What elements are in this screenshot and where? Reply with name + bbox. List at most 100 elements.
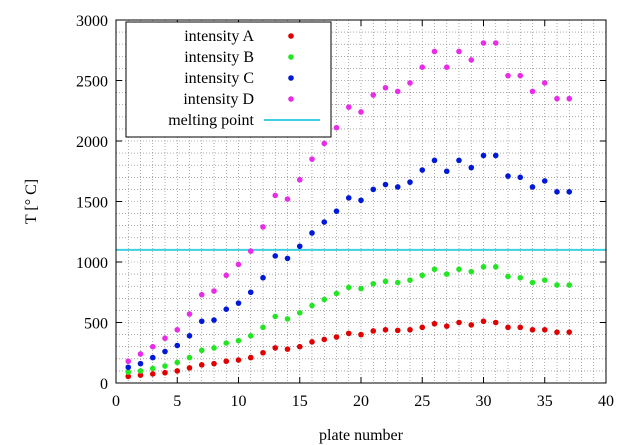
point-series-1-28 [468,268,475,275]
legend: intensity A intensity B intensity C intensi… [125,21,332,138]
point-series-1-24 [419,272,426,279]
point-series-3-24 [419,64,426,70]
point-series-2-13 [284,255,291,262]
point-series-2-7 [211,317,217,323]
point-series-0-26 [443,323,450,329]
point-series-0-30 [492,319,499,326]
point-series-0-28 [468,322,475,328]
point-series-2-30 [492,152,499,159]
point-series-3-20 [370,92,377,98]
point-series-2-8 [223,306,230,312]
point-series-2-23 [407,179,413,185]
point-series-1-1 [137,368,144,374]
point-series-3-4 [174,326,181,333]
point-series-0-4 [174,368,181,374]
point-series-1-3 [162,363,168,369]
point-series-0-35 [554,329,560,335]
y-tick-label-3000: 3000 [76,13,108,30]
point-series-3-27 [456,48,462,55]
point-series-1-25 [431,266,438,273]
point-series-3-31 [505,72,511,79]
x-tick-label-30: 30 [476,393,492,410]
point-series-1-6 [198,347,205,354]
point-series-2-6 [198,318,205,325]
point-series-1-11 [260,324,266,331]
legend-label-0: intensity A [184,28,254,45]
point-series-2-12 [272,253,279,259]
y-axis-label: T [° C] [23,179,40,224]
legend-label-1: intensity B [184,49,254,66]
point-series-1-27 [456,266,462,273]
point-series-0-22 [394,327,401,334]
point-series-1-15 [309,302,315,309]
point-series-2-19 [358,197,364,204]
point-series-1-31 [505,273,511,280]
point-series-0-27 [456,319,462,326]
point-series-3-6 [198,291,205,298]
point-series-1-19 [358,285,364,292]
point-series-3-28 [468,57,475,63]
point-series-2-16 [321,219,328,225]
point-series-2-20 [370,186,377,193]
point-series-1-2 [149,365,156,372]
point-series-0-12 [272,345,279,351]
point-series-2-2 [149,354,156,361]
point-series-3-26 [443,64,450,70]
y-tick-label-0: 0 [100,376,108,393]
point-series-0-25 [431,320,438,327]
y-tick-label-2500: 2500 [76,74,108,91]
point-series-2-4 [174,342,181,349]
y-tick-label-500: 500 [84,316,108,333]
point-series-2-3 [162,348,168,355]
point-series-3-14 [296,176,303,183]
data-points [125,40,573,380]
point-series-0-24 [419,324,426,331]
point-series-1-8 [223,340,230,346]
point-series-1-18 [345,284,352,291]
point-series-3-1 [137,351,144,357]
point-series-0-1 [137,372,144,378]
point-series-0-10 [247,354,254,361]
x-tick-label-35: 35 [537,393,553,410]
point-series-3-36 [566,95,573,102]
y-tick-label-2000: 2000 [76,134,108,151]
point-series-3-23 [407,80,413,86]
point-series-2-28 [468,164,475,171]
point-series-0-0 [125,373,132,380]
point-series-0-16 [321,336,328,343]
point-series-1-5 [186,354,193,361]
point-series-2-9 [235,300,242,306]
legend-box [125,21,332,138]
point-series-0-3 [162,369,168,376]
point-series-0-7 [211,360,217,367]
point-series-2-11 [260,274,266,281]
point-series-1-16 [321,296,328,303]
point-series-2-29 [480,152,487,159]
point-series-2-32 [517,174,524,181]
y-tick-label-1500: 1500 [76,195,108,212]
point-series-1-17 [333,290,340,297]
point-series-0-14 [296,343,303,350]
point-series-1-23 [407,277,413,283]
tick-labels: 0 5 10 15 20 25 30 35 40 0 500 1000 1500 2000 2500 3000 [76,13,614,410]
point-series-3-16 [321,140,328,147]
point-series-1-12 [272,313,279,320]
point-series-0-17 [333,334,340,340]
point-series-3-30 [492,40,499,46]
point-series-0-36 [566,329,573,335]
point-series-1-7 [211,345,217,351]
point-series-1-36 [566,282,573,288]
point-series-2-36 [566,189,573,195]
x-tick-label-20: 20 [353,393,369,410]
point-series-1-26 [443,271,450,277]
point-series-0-31 [505,324,511,331]
point-series-1-33 [529,279,536,286]
point-series-1-0 [125,369,132,375]
point-series-0-18 [345,330,352,337]
legend-label-4: melting point [168,112,254,129]
x-tick-label-10: 10 [231,393,247,410]
point-series-3-35 [554,95,560,102]
point-series-0-9 [235,357,242,363]
point-series-3-11 [260,224,266,230]
